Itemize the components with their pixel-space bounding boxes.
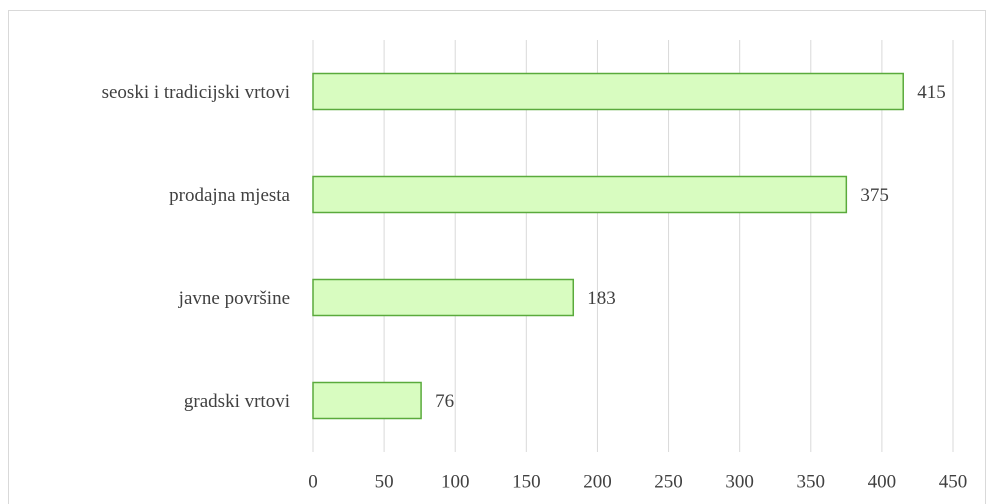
data-label: 415: [917, 82, 946, 103]
data-label: 183: [587, 288, 616, 309]
data-label: 76: [435, 391, 454, 412]
bar: [312, 381, 422, 420]
x-tick-label: 200: [583, 471, 612, 492]
x-tick-label: 100: [441, 471, 470, 492]
x-tick-label: 0: [308, 471, 318, 492]
bar: [312, 72, 904, 111]
x-tick-label: 300: [725, 471, 754, 492]
y-tick-label: gradski vrtovi: [184, 391, 290, 412]
y-tick-label: javne površine: [178, 288, 290, 309]
x-tick-label: 350: [797, 471, 826, 492]
x-tick-label: 450: [939, 471, 968, 492]
y-tick-label: prodajna mjesta: [169, 185, 290, 206]
chart-frame: [8, 10, 986, 504]
x-tick-label: 50: [375, 471, 394, 492]
data-label: 375: [860, 185, 889, 206]
x-tick-label: 150: [512, 471, 541, 492]
bar: [312, 175, 848, 214]
bar: [312, 278, 575, 317]
y-tick-label: seoski i tradicijski vrtovi: [102, 82, 290, 103]
x-tick-label: 400: [868, 471, 897, 492]
x-tick-label: 250: [654, 471, 683, 492]
